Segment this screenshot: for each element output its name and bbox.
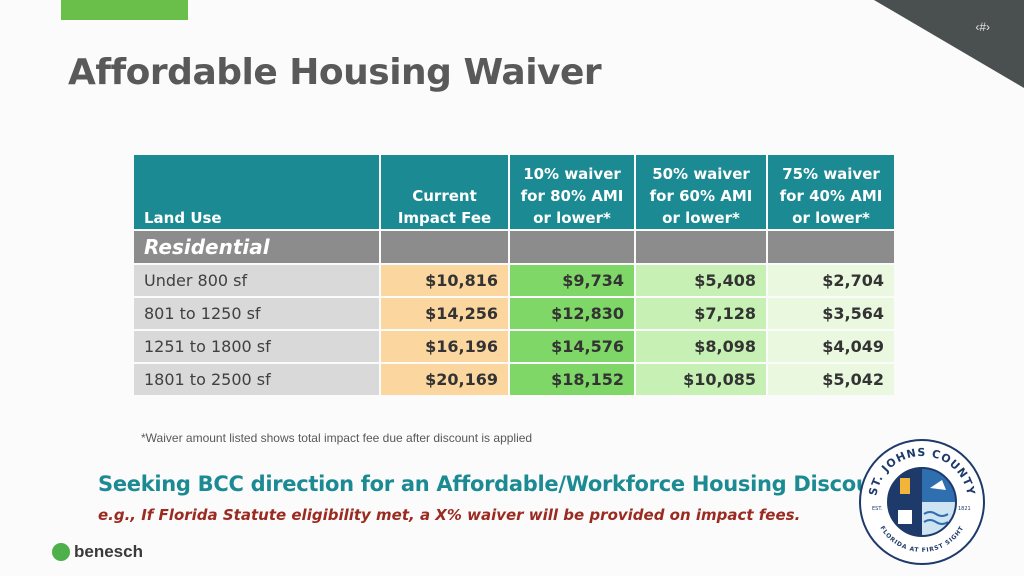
header-line: or lower* xyxy=(662,209,740,227)
row-waiver-50: $7,128 xyxy=(636,298,766,329)
section-fill xyxy=(381,231,508,263)
header-waiver-10: 10% waiver for 80% AMI or lower* xyxy=(510,155,634,229)
row-current-fee: $10,816 xyxy=(381,265,508,296)
header-line: 50% waiver xyxy=(652,165,750,183)
row-waiver-50: $10,085 xyxy=(636,364,766,395)
row-waiver-10: $12,830 xyxy=(510,298,634,329)
example-text: e.g., If Florida Statute eligibility met… xyxy=(98,506,801,524)
row-land-use: 1251 to 1800 sf xyxy=(134,331,379,362)
header-land-use: Land Use xyxy=(134,155,379,229)
seal-est-label: EST. xyxy=(872,506,883,512)
accent-bar xyxy=(61,0,188,20)
header-line: for 80% AMI xyxy=(520,187,624,205)
row-land-use: 801 to 1250 sf xyxy=(134,298,379,329)
row-waiver-10: $18,152 xyxy=(510,364,634,395)
row-waiver-75: $4,049 xyxy=(768,331,894,362)
benesch-logo: benesch xyxy=(52,542,143,562)
row-waiver-75: $5,042 xyxy=(768,364,894,395)
header-waiver-75: 75% waiver for 40% AMI or lower* xyxy=(768,155,894,229)
section-row: Residential xyxy=(134,231,894,263)
table-header-row: Land Use Current Impact Fee 10% waiver f… xyxy=(134,155,894,229)
section-fill xyxy=(636,231,766,263)
row-waiver-75: $2,704 xyxy=(768,265,894,296)
table-row: Under 800 sf $10,816 $9,734 $5,408 $2,70… xyxy=(134,265,894,296)
header-line: for 40% AMI xyxy=(779,187,883,205)
header-waiver-50: 50% waiver for 60% AMI or lower* xyxy=(636,155,766,229)
row-waiver-75: $3,564 xyxy=(768,298,894,329)
row-waiver-10: $9,734 xyxy=(510,265,634,296)
row-waiver-50: $8,098 xyxy=(636,331,766,362)
row-land-use: 1801 to 2500 sf xyxy=(134,364,379,395)
row-current-fee: $20,169 xyxy=(381,364,508,395)
benesch-logo-text: benesch xyxy=(74,542,143,561)
row-waiver-50: $5,408 xyxy=(636,265,766,296)
row-current-fee: $16,196 xyxy=(381,331,508,362)
header-line: or lower* xyxy=(792,209,870,227)
page-title: Affordable Housing Waiver xyxy=(68,52,602,93)
row-land-use: Under 800 sf xyxy=(134,265,379,296)
section-fill xyxy=(768,231,894,263)
header-line: Current xyxy=(412,187,477,205)
header-line: Land Use xyxy=(144,209,222,227)
header-current-fee: Current Impact Fee xyxy=(381,155,508,229)
row-current-fee: $14,256 xyxy=(381,298,508,329)
table-row: 1251 to 1800 sf $16,196 $14,576 $8,098 $… xyxy=(134,331,894,362)
corner-triangle xyxy=(874,0,1024,88)
header-line: 10% waiver xyxy=(523,165,621,183)
seal-year: 1821 xyxy=(958,506,971,512)
table-row: 801 to 1250 sf $14,256 $12,830 $7,128 $3… xyxy=(134,298,894,329)
seeking-direction-text: Seeking BCC direction for an Affordable/… xyxy=(98,472,904,496)
county-seal-icon: ST. JOHNS COUNTY FLORIDA AT FIRST SIGHT … xyxy=(859,439,985,565)
row-waiver-10: $14,576 xyxy=(510,331,634,362)
benesch-logo-icon xyxy=(52,543,70,561)
header-line: or lower* xyxy=(533,209,611,227)
header-line: 75% waiver xyxy=(782,165,880,183)
table-row: 1801 to 2500 sf $20,169 $18,152 $10,085 … xyxy=(134,364,894,395)
header-line: for 60% AMI xyxy=(649,187,753,205)
section-residential: Residential xyxy=(134,231,379,263)
section-fill xyxy=(510,231,634,263)
header-line: Impact Fee xyxy=(397,209,492,227)
slide-number: ‹#› xyxy=(975,20,990,34)
footnote: *Waiver amount listed shows total impact… xyxy=(141,431,533,445)
impact-fee-table: Land Use Current Impact Fee 10% waiver f… xyxy=(132,153,896,397)
